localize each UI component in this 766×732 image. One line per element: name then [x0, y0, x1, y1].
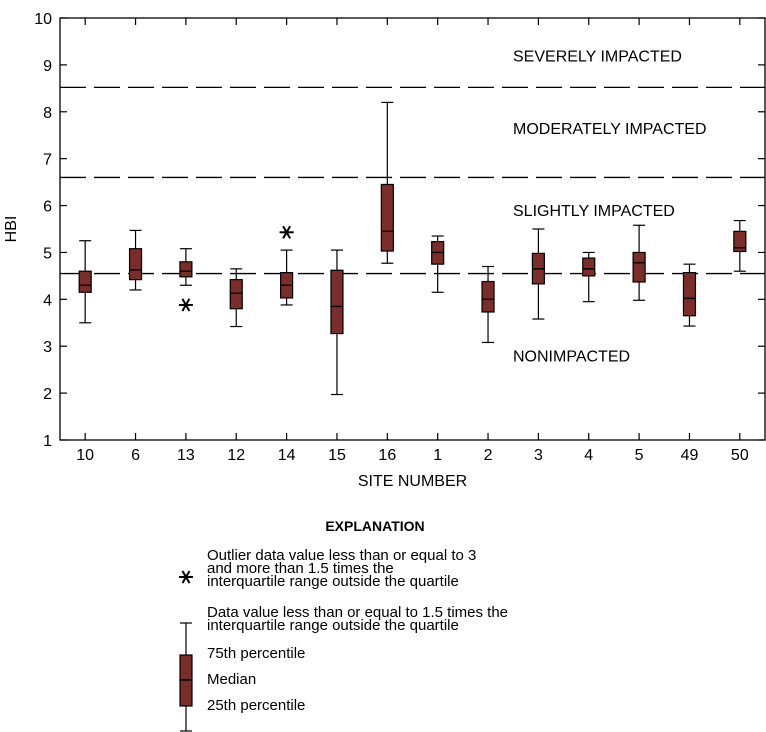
x-tick-label: 15 [328, 447, 346, 464]
x-tick-label: 3 [534, 447, 543, 464]
x-tick-label: 50 [731, 447, 749, 464]
box [229, 279, 243, 310]
legend-outlier-text: and more than 1.5 times the [207, 560, 394, 577]
y-tick-label: 10 [34, 11, 52, 28]
box [733, 230, 747, 253]
zone-label: SLIGHTLY IMPACTED [513, 203, 675, 220]
legend-q3-label: 75th percentile [207, 645, 305, 662]
legend-outlier-marker [179, 570, 193, 584]
y-tick-label: 5 [43, 245, 52, 262]
legend-whisker-text: interquartile range outside the quartile [207, 617, 459, 634]
legend-q1-label: 25th percentile [207, 697, 305, 714]
x-tick-label: 14 [278, 447, 296, 464]
y-axis-title: HBI [3, 216, 20, 243]
plot-frame [59, 17, 766, 441]
y-tick-label: 8 [43, 105, 52, 122]
box [78, 270, 92, 293]
box [330, 269, 344, 335]
y-tick-label: 9 [43, 58, 52, 75]
y-tick-label: 6 [43, 199, 52, 216]
legend-median-label: Median [207, 671, 256, 688]
x-tick-label: 6 [131, 447, 140, 464]
legend-outlier-text: Outlier data value less than or equal to… [207, 547, 476, 564]
x-axis-title: SITE NUMBER [358, 473, 467, 490]
box [582, 257, 596, 277]
y-tick-label: 4 [43, 292, 52, 309]
x-tick-label: 16 [378, 447, 396, 464]
zone-label: MODERATELY IMPACTED [513, 121, 707, 138]
outlier-marker [178, 298, 193, 312]
x-tick-label: 5 [635, 447, 644, 464]
zone-label: SEVERELY IMPACTED [513, 49, 682, 66]
box [682, 272, 697, 317]
box [632, 251, 646, 283]
y-tick-label: 2 [43, 386, 52, 403]
x-tick-label: 10 [76, 447, 94, 464]
legend-outlier-text: interquartile range outside the quartile [207, 573, 459, 590]
x-tick-label: 4 [584, 447, 593, 464]
x-tick-label: 2 [484, 447, 493, 464]
y-tick-label: 3 [43, 339, 52, 356]
legend-title: EXPLANATION [325, 518, 424, 534]
legend-whisker-text: Data value less than or equal to 1.5 tim… [207, 604, 508, 621]
explanation-legend: EXPLANATION Outlier data value less than… [179, 518, 508, 732]
zone-label: NONIMPACTED [513, 349, 630, 366]
x-tick-label: 49 [681, 447, 699, 464]
x-tick-label: 13 [177, 447, 195, 464]
y-tick-label: 1 [43, 433, 52, 450]
box [179, 261, 193, 278]
outlier-marker [279, 225, 294, 239]
box [128, 248, 143, 281]
box [481, 280, 495, 313]
box [380, 183, 394, 252]
x-tick-label: 12 [227, 447, 245, 464]
y-tick-label: 7 [43, 152, 52, 169]
x-tick-label: 1 [433, 447, 442, 464]
